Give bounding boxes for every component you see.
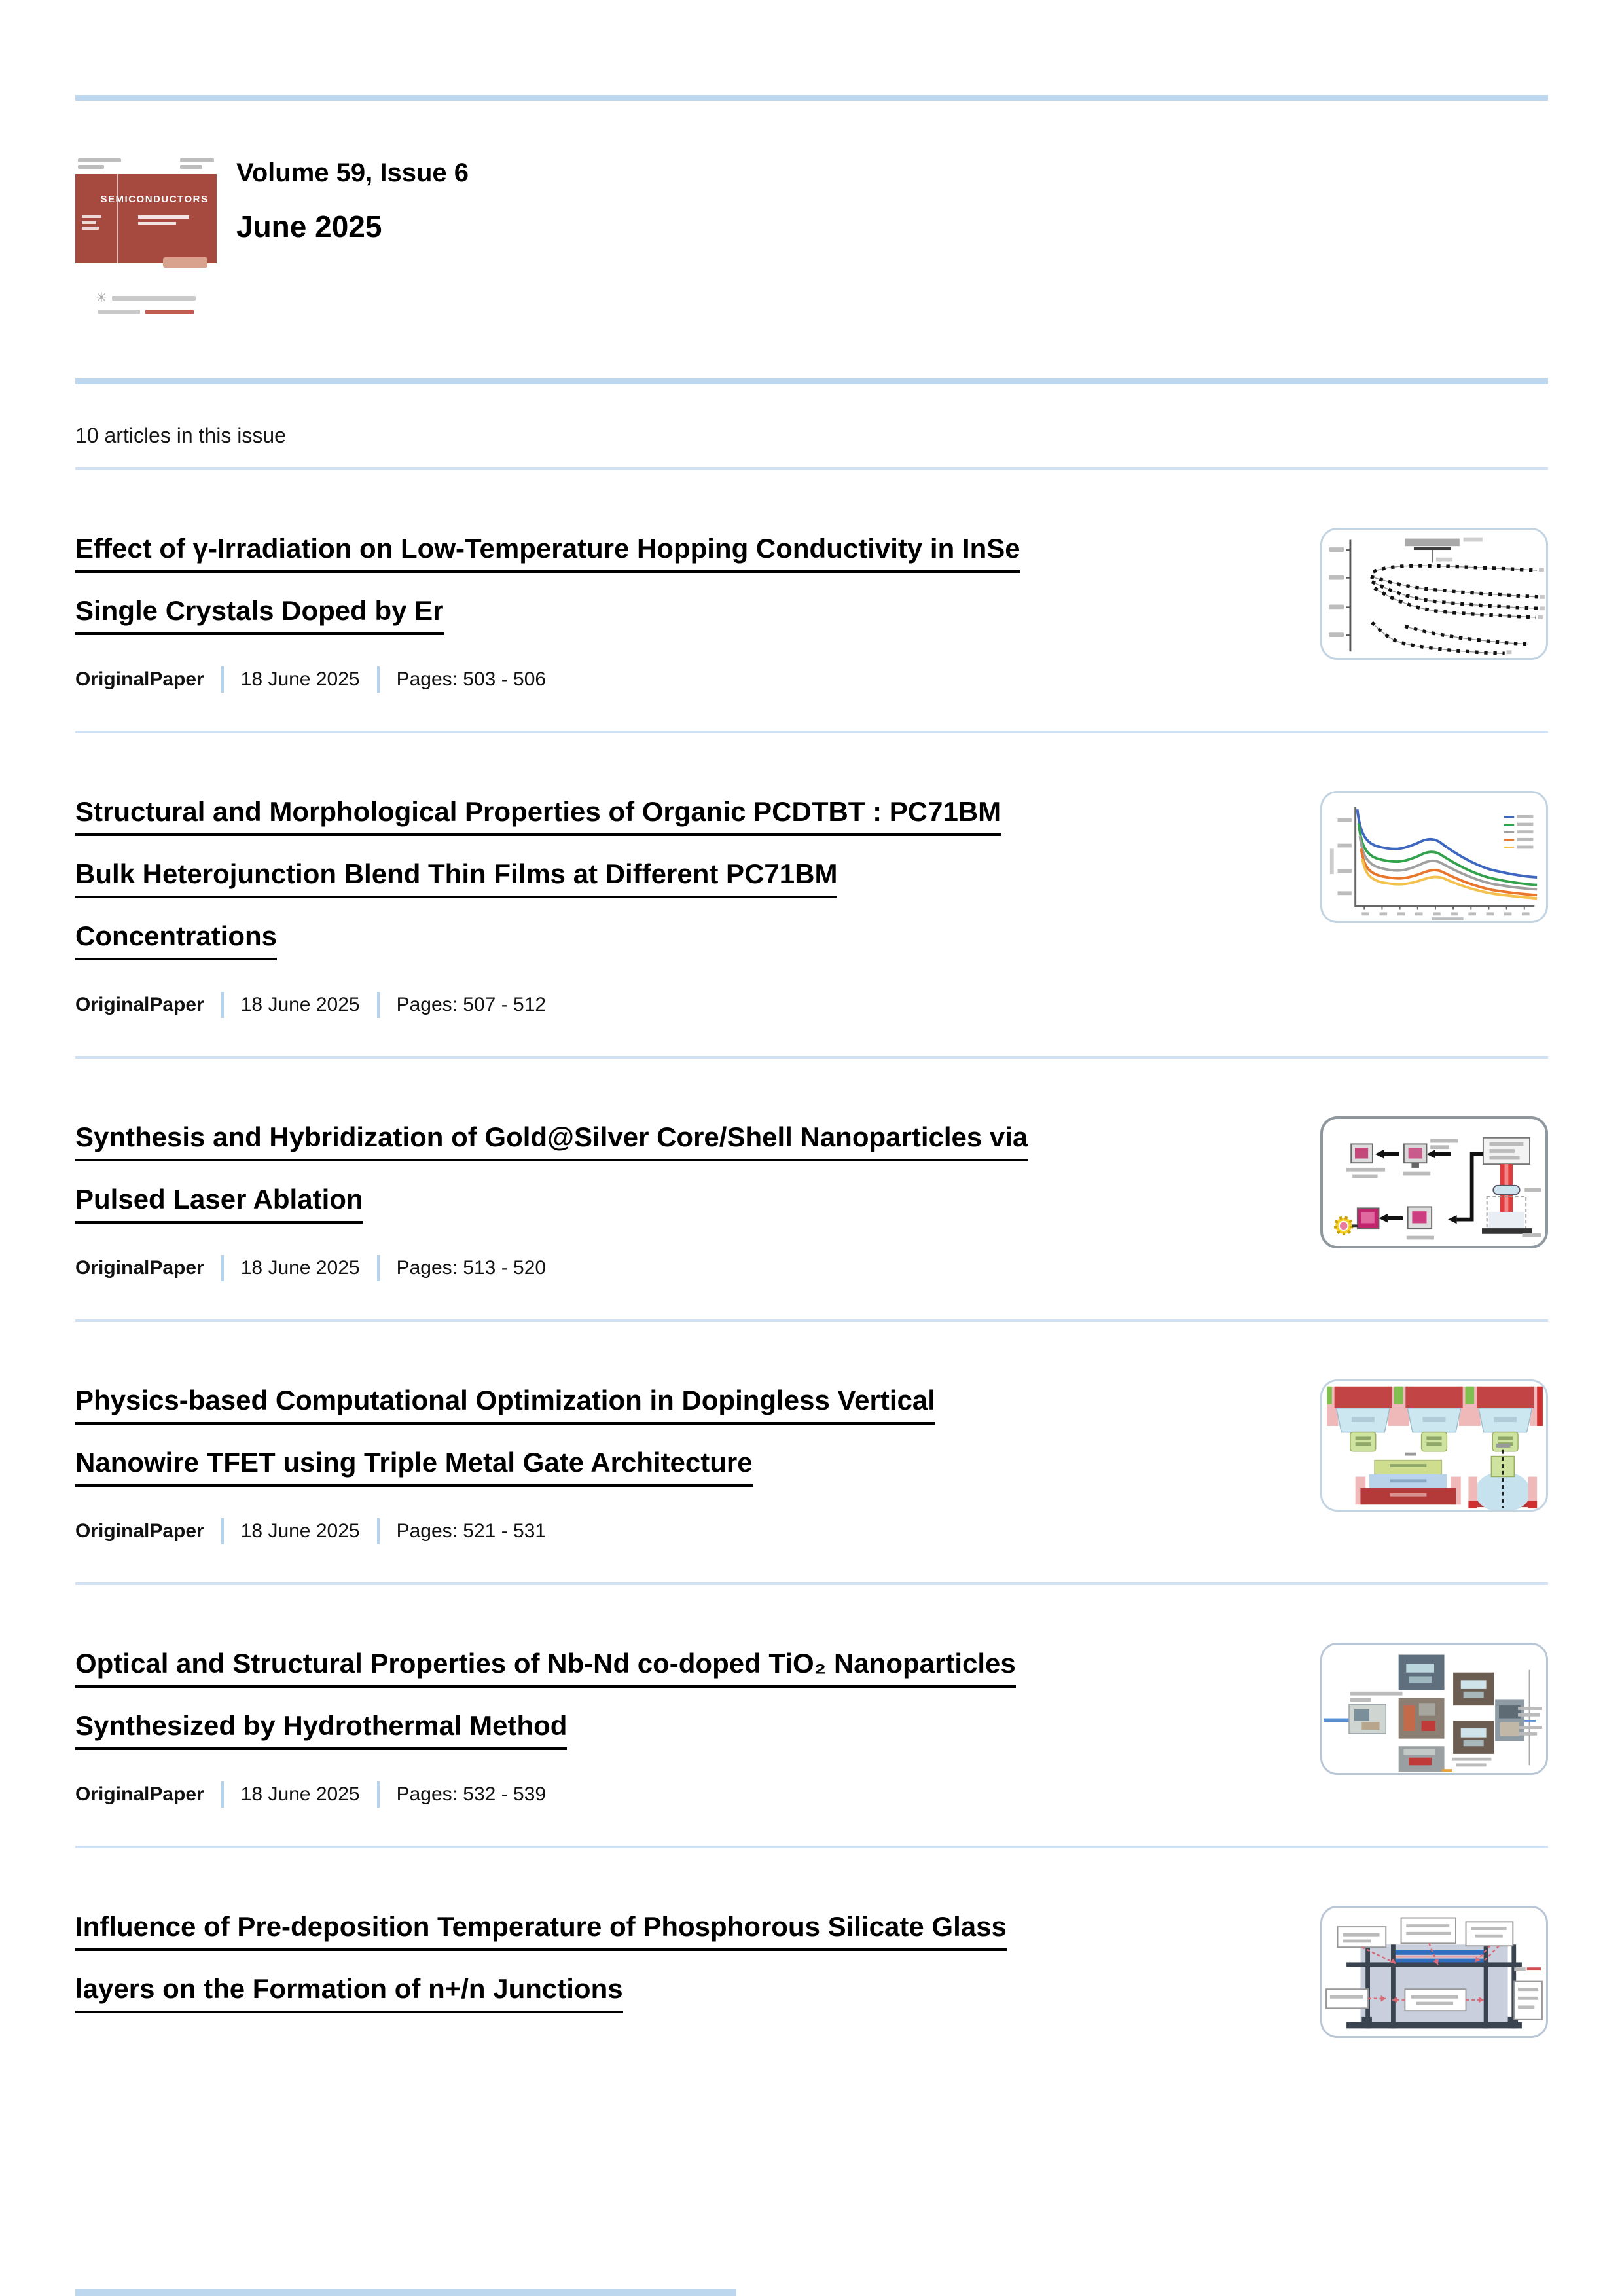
article-meta: OriginalPaper 18 June 2025 Pages: 513 - … <box>75 1255 1028 1282</box>
article-item: Influence of Pre-deposition Temperature … <box>75 1848 1548 2039</box>
article-pages: Pages: 503 - 506 <box>396 668 547 691</box>
article-pages: Pages: 532 - 539 <box>396 1783 547 1806</box>
article-date: 18 June 2025 <box>240 1783 360 1806</box>
tfet-diagram-figure <box>1327 1386 1543 1510</box>
article-type-label: OriginalPaper <box>75 1520 204 1542</box>
article-separator <box>75 731 1548 734</box>
article-date: 18 June 2025 <box>240 668 360 691</box>
issue-title-block: Volume 59, Issue 6 June 2025 <box>236 158 469 244</box>
publisher-logo-icon: ✳ <box>96 291 107 305</box>
article-title-line: Concentrations <box>75 920 278 961</box>
laser-ablation-figure <box>1333 1137 1541 1240</box>
meta-separator <box>376 992 380 1019</box>
cover-journal-title: SEMICONDUCTORS <box>100 194 209 205</box>
article-text-block: Synthesis and Hybridization of Gold@Silv… <box>75 1121 1028 1282</box>
issue-header: SEMICONDUCTORS ✳ Volume 59, Issue 6 <box>75 158 1548 314</box>
header-divider <box>75 378 1548 384</box>
article-thumbnail[interactable] <box>1320 1906 1548 2039</box>
article-pages: Pages: 521 - 531 <box>396 1520 547 1542</box>
article-type-label: OriginalPaper <box>75 1257 204 1279</box>
article-title-link[interactable]: Physics-based Computational Optimization… <box>75 1385 935 1509</box>
article-title-link[interactable]: Influence of Pre-deposition Temperature … <box>75 1911 1007 2035</box>
cover-header-text <box>75 158 217 169</box>
cover-footer-box <box>163 257 207 268</box>
article-title-link[interactable]: Optical and Structural Properties of Nb-… <box>75 1648 1016 1772</box>
article-title-line: Optical and Structural Properties of Nb-… <box>75 1648 1016 1688</box>
article-title-link[interactable]: Effect of γ-Irradiation on Low-Temperatu… <box>75 533 1020 657</box>
list-top-rule <box>75 467 1548 470</box>
article-type-label: OriginalPaper <box>75 668 204 691</box>
article-item: Synthesis and Hybridization of Gold@Silv… <box>75 1059 1548 1319</box>
article-text-block: Influence of Pre-deposition Temperature … <box>75 1911 1007 2035</box>
meta-separator <box>221 1518 224 1545</box>
article-title-link[interactable]: Structural and Morphological Properties … <box>75 796 1001 983</box>
conductivity-plot-figure <box>1328 537 1545 655</box>
cover-spine-text <box>82 215 101 230</box>
article-title-line: Synthesized by Hydrothermal Method <box>75 1710 568 1751</box>
article-separator <box>75 1582 1548 1586</box>
article-count-label: 10 articles in this issue <box>75 424 286 447</box>
article-title-line: Effect of γ-Irradiation on Low-Temperatu… <box>75 533 1020 574</box>
article-item: Physics-based Computational Optimization… <box>75 1322 1548 1582</box>
article-title-line: Physics-based Computational Optimization… <box>75 1385 935 1425</box>
article-thumbnail[interactable] <box>1320 791 1548 924</box>
journal-cover-image[interactable]: SEMICONDUCTORS ✳ <box>75 158 217 314</box>
article-title-link[interactable]: Synthesis and Hybridization of Gold@Silv… <box>75 1121 1028 1246</box>
xrd-plot-figure <box>1329 807 1538 921</box>
article-item: Optical and Structural Properties of Nb-… <box>75 1585 1548 1846</box>
article-title-line: Pulsed Laser Ablation <box>75 1184 363 1224</box>
bottom-divider-partial <box>75 2289 736 2296</box>
article-meta: OriginalPaper 18 June 2025 Pages: 532 - … <box>75 1781 1016 1808</box>
article-thumbnail[interactable] <box>1320 528 1548 660</box>
article-title-line: layers on the Formation of n+/n Junction… <box>75 1973 623 2014</box>
cover-artwork: SEMICONDUCTORS <box>75 174 217 268</box>
furnace-schematic-figure <box>1325 1917 1543 2029</box>
meta-separator <box>376 666 380 693</box>
hydrothermal-collage-figure <box>1324 1654 1542 1772</box>
article-item: Structural and Morphological Properties … <box>75 733 1548 1056</box>
meta-separator <box>221 1255 224 1282</box>
article-text-block: Optical and Structural Properties of Nb-… <box>75 1648 1016 1808</box>
article-date: 18 June 2025 <box>240 994 360 1016</box>
article-title-line: Structural and Morphological Properties … <box>75 796 1001 837</box>
article-pages: Pages: 507 - 512 <box>396 994 547 1016</box>
article-text-block: Effect of γ-Irradiation on Low-Temperatu… <box>75 533 1020 693</box>
article-text-block: Physics-based Computational Optimization… <box>75 1385 935 1545</box>
meta-separator <box>221 666 224 693</box>
cover-publisher-text: ✳ <box>75 291 217 314</box>
volume-issue-heading: Volume 59, Issue 6 <box>236 158 469 187</box>
article-date: 18 June 2025 <box>240 1257 360 1279</box>
meta-separator <box>376 1255 380 1282</box>
article-separator <box>75 1846 1548 1849</box>
article-separator <box>75 1056 1548 1059</box>
meta-separator <box>376 1781 380 1808</box>
issue-date-heading: June 2025 <box>236 210 382 244</box>
article-type-label: OriginalPaper <box>75 994 204 1016</box>
article-type-label: OriginalPaper <box>75 1783 204 1806</box>
article-title-line: Synthesis and Hybridization of Gold@Silv… <box>75 1121 1028 1162</box>
article-pages: Pages: 513 - 520 <box>396 1257 547 1279</box>
article-title-line: Influence of Pre-deposition Temperature … <box>75 1911 1007 1952</box>
meta-separator <box>221 1781 224 1808</box>
article-meta: OriginalPaper 18 June 2025 Pages: 521 - … <box>75 1518 935 1545</box>
article-title-line: Single Crystals Doped by Er <box>75 595 444 636</box>
article-text-block: Structural and Morphological Properties … <box>75 796 1001 1019</box>
article-item: Effect of γ-Irradiation on Low-Temperatu… <box>75 470 1548 731</box>
article-thumbnail[interactable] <box>1320 1643 1548 1776</box>
article-meta: OriginalPaper 18 June 2025 Pages: 503 - … <box>75 666 1020 693</box>
meta-separator <box>221 992 224 1019</box>
meta-separator <box>376 1518 380 1545</box>
article-thumbnail[interactable] <box>1320 1379 1548 1512</box>
article-title-line: Bulk Heterojunction Blend Thin Films at … <box>75 858 838 899</box>
article-title-line: Nanowire TFET using Triple Metal Gate Ar… <box>75 1447 753 1487</box>
article-meta: OriginalPaper 18 June 2025 Pages: 507 - … <box>75 992 1001 1019</box>
top-divider <box>75 95 1548 101</box>
article-separator <box>75 1319 1548 1322</box>
article-thumbnail[interactable] <box>1320 1116 1548 1249</box>
article-date: 18 June 2025 <box>240 1520 360 1542</box>
